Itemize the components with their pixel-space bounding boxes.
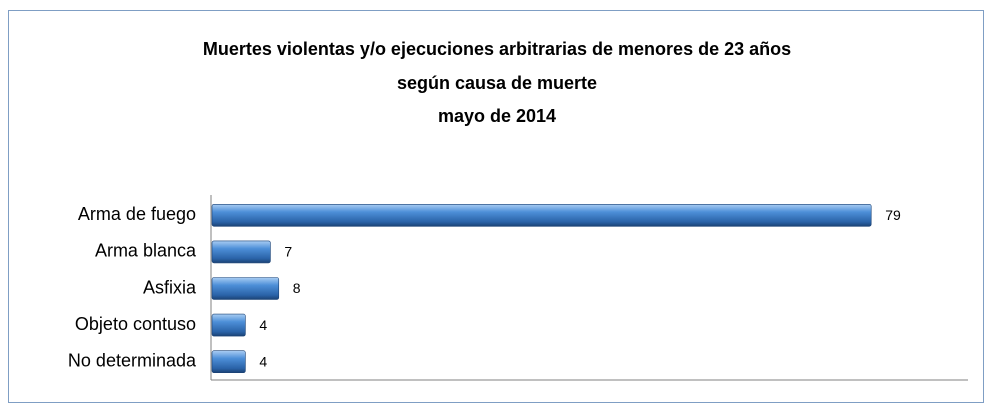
bar [211,204,872,227]
chart-title: Muertes violentas y/o ejecuciones arbitr… [203,39,791,59]
data-label: 8 [293,280,301,296]
bar [211,277,280,300]
y-tick-label: Arma de fuego [78,204,196,224]
data-label: 7 [284,244,292,260]
y-tick-label: No determinada [68,350,197,370]
data-label: 79 [885,207,901,223]
bar [211,313,246,337]
y-tick-label: Asfixia [143,277,197,297]
y-tick-label: Objeto contuso [75,314,196,334]
data-label: 4 [259,317,267,333]
bar [211,240,271,264]
chart-title: mayo de 2014 [438,106,556,126]
chart-title: según causa de muerte [397,73,597,93]
bar [211,350,246,374]
data-label: 4 [259,353,267,369]
y-tick-label: Arma blanca [95,241,197,261]
